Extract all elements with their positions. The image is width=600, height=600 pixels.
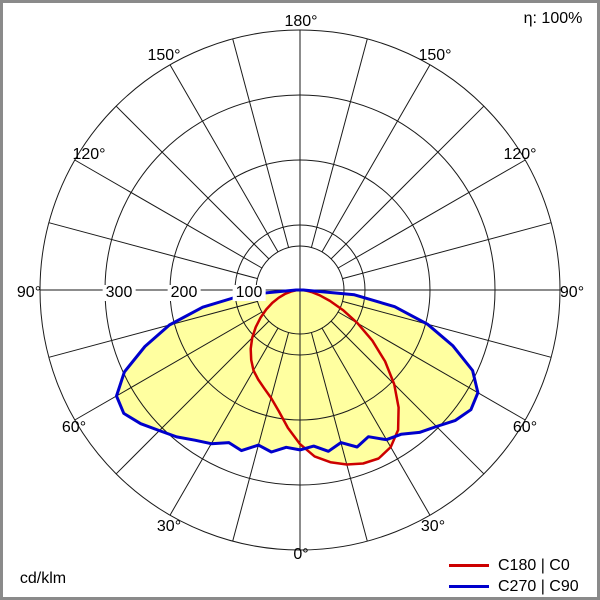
angle-label-30-left: 30° — [156, 518, 182, 535]
legend-line-blue — [449, 585, 489, 588]
legend-item-c0: C180 | C0 — [449, 555, 595, 576]
legend-label-c0: C180 | C0 — [498, 556, 570, 574]
angle-label-90-right: 90° — [559, 284, 585, 301]
polar-grid — [39, 29, 561, 551]
angle-label-90-left: 90° — [16, 284, 42, 301]
legend-label-c90: C270 | C90 — [498, 577, 579, 595]
angle-label-30-right: 30° — [420, 518, 446, 535]
radial-label-200: 200 — [167, 285, 201, 301]
angle-label-120-right: 120° — [503, 146, 537, 163]
angle-label-150-left: 150° — [147, 47, 181, 64]
angle-label-60-left: 60° — [61, 419, 87, 436]
angle-label-150-right: 150° — [418, 47, 452, 64]
unit-label: cd/klm — [19, 570, 67, 587]
angle-label-180: 180° — [284, 13, 318, 30]
angle-label-0: 0° — [293, 546, 309, 563]
angle-label-60-right: 60° — [512, 419, 538, 436]
distribution-fill — [116, 290, 478, 465]
polar-chart-canvas — [39, 29, 561, 551]
legend-line-red — [449, 564, 489, 567]
angle-label-120-left: 120° — [72, 146, 106, 163]
legend: C180 | C0 C270 | C90 — [449, 555, 595, 597]
legend-item-c90: C270 | C90 — [449, 576, 595, 597]
radial-label-100: 100 — [232, 285, 266, 301]
efficiency-label: η: 100% — [523, 10, 583, 27]
distribution-curves — [115, 288, 480, 466]
radial-label-300: 300 — [102, 285, 136, 301]
